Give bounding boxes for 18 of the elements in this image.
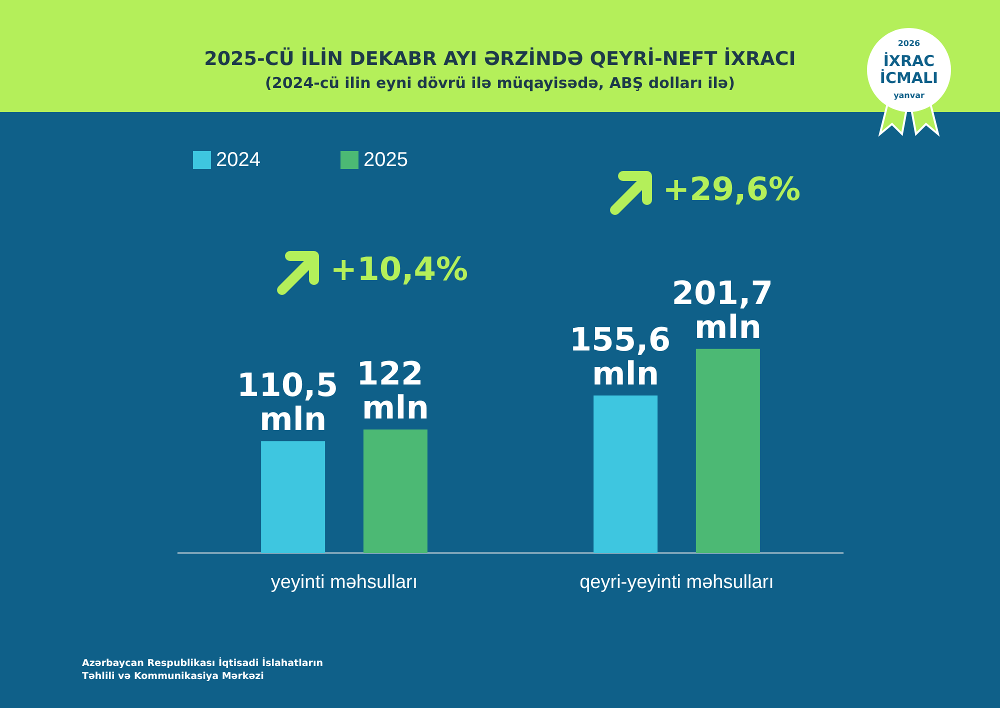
chart-title: 2025-CÜ İLİN DEKABR AYI ƏRZİNDƏ QEYRİ-NEFT İXRACI [204, 48, 796, 70]
legend-label: 2025 [363, 149, 408, 171]
bar [696, 348, 760, 553]
text: +10,4% [330, 250, 468, 288]
x-tick-label: yeyinti məhsulları [270, 572, 418, 593]
bar [261, 441, 326, 553]
text: 2026 [898, 39, 921, 48]
bar [594, 396, 658, 553]
data-label: 110,5 mln [236, 366, 350, 438]
x-tick-label: qeyri-yeyinti məhsulları [580, 572, 774, 593]
text: İXRAC İCMALI [880, 52, 938, 87]
chart-subtitle: (2024-cü ilin eyni dövrü ilə müqayisədə, ABŞ dolları ilə) [265, 74, 735, 92]
text: yanvar [894, 91, 924, 100]
legend-label: 2024 [216, 149, 260, 171]
text: +29,6% [662, 170, 801, 208]
bar [363, 430, 428, 553]
data-label: 122 mln [356, 354, 434, 427]
text: Azərbaycan Respublikası İqtisadi İslahatların Təhlili və Kommunikasiya Mərkəzi [82, 657, 324, 683]
